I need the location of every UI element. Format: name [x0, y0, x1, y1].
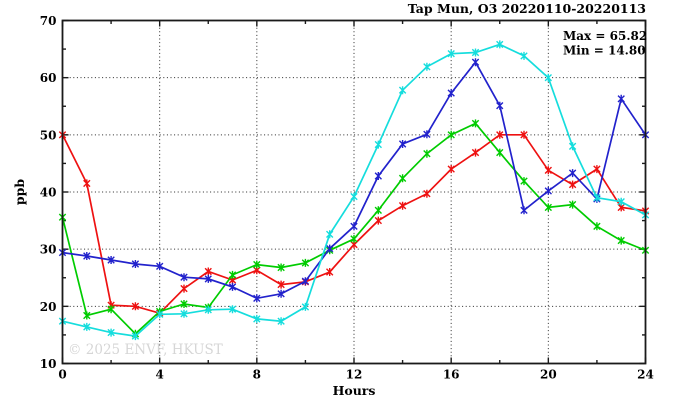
min-value-label: Min = 14.80 — [563, 44, 646, 58]
x-tick-label-4: 4 — [155, 368, 163, 382]
x-axis-label: Hours — [333, 383, 376, 398]
x-tick-label-0: 0 — [58, 368, 66, 382]
axis-ticks — [61, 19, 647, 365]
x-tick-label-24: 24 — [637, 368, 654, 382]
y-tick-label-30: 30 — [40, 243, 57, 257]
y-tick-label-40: 40 — [40, 186, 57, 200]
plot-border — [61, 19, 647, 365]
y-axis-label: ppb — [12, 179, 27, 205]
max-value-label: Max = 65.82 — [563, 29, 647, 43]
x-tick-label-12: 12 — [346, 368, 363, 382]
watermark: © 2025 ENVF, HKUST — [68, 342, 223, 358]
chart-title: Tap Mun, O3 20220110-20220113 — [408, 1, 646, 16]
x-tick-label-16: 16 — [443, 368, 460, 382]
y-tick-label-20: 20 — [40, 300, 57, 314]
y-tick-labels: 10 20 30 40 50 60 70 — [40, 14, 57, 371]
x-tick-label-20: 20 — [540, 368, 557, 382]
y-tick-label-10: 10 — [40, 357, 57, 371]
gridlines — [62, 20, 646, 364]
y-tick-label-70: 70 — [40, 14, 57, 28]
y-tick-label-50: 50 — [40, 128, 57, 142]
y-tick-label-60: 60 — [40, 71, 57, 85]
x-tick-label-8: 8 — [253, 368, 261, 382]
x-tick-labels: 0 4 8 12 16 20 24 — [58, 368, 654, 382]
